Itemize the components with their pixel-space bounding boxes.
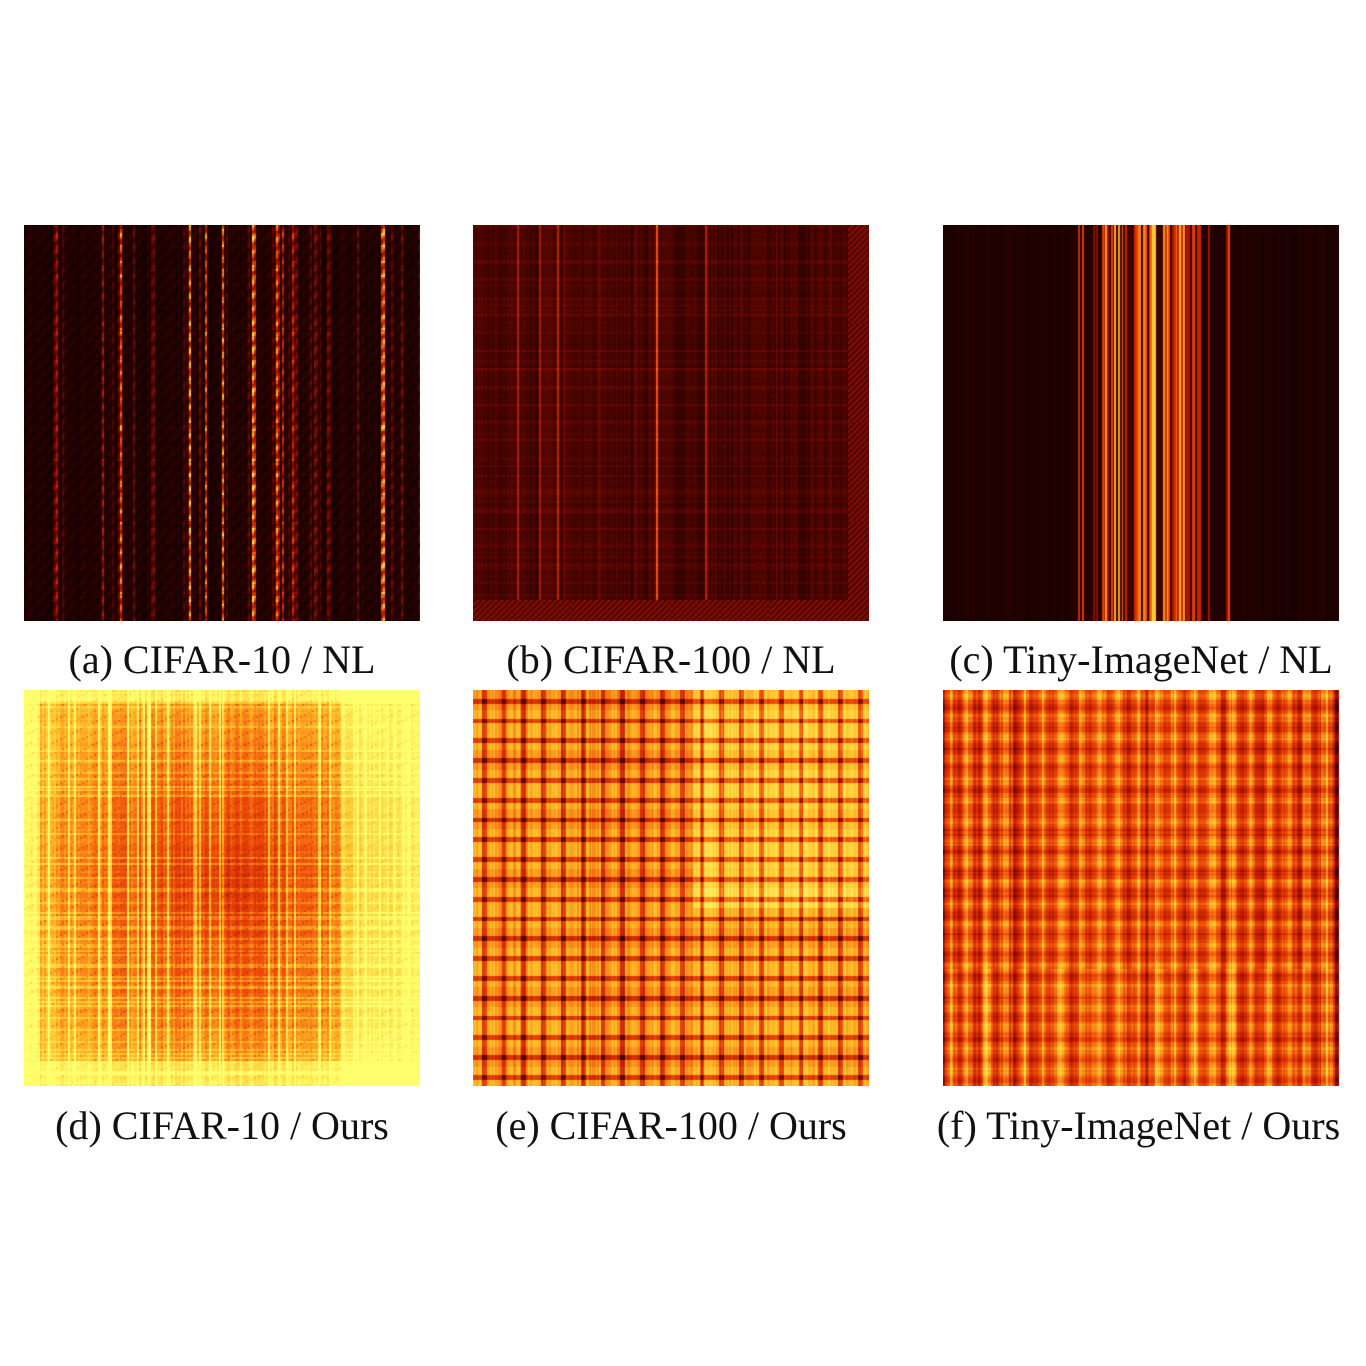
caption-c: (c) Tiny-ImageNet / NL (949, 637, 1333, 682)
caption-f: (f) Tiny-ImageNet / Ours (936, 1103, 1341, 1148)
caption-d: (d) CIFAR-10 / Ours (55, 1103, 389, 1148)
heatmap-cifar10-nl (24, 225, 420, 621)
caption-e: (e) CIFAR-100 / Ours (495, 1103, 847, 1148)
heatmap-tinyimagenet-nl (943, 225, 1339, 621)
heatmap-cifar100-nl (473, 225, 869, 621)
caption-a: (a) CIFAR-10 / NL (68, 637, 376, 682)
caption-b: (b) CIFAR-100 / NL (506, 637, 836, 682)
heatmap-cifar10-ours (24, 690, 420, 1086)
heatmap-cifar100-ours (473, 690, 869, 1086)
heatmap-tinyimagenet-ours (943, 690, 1339, 1086)
